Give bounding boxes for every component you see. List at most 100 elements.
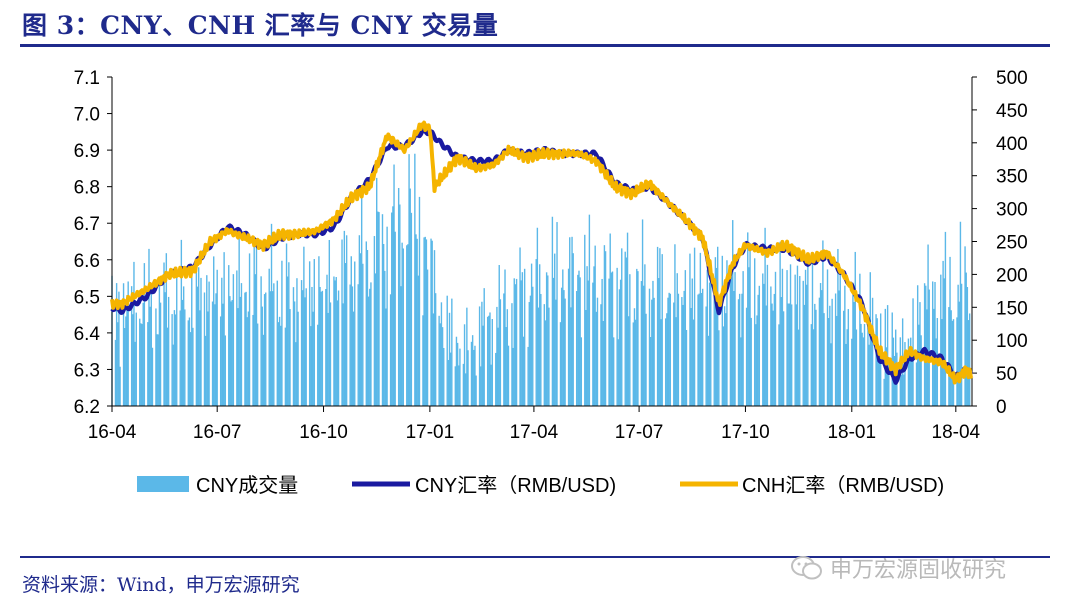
volume-bar xyxy=(474,345,476,406)
volume-bar xyxy=(726,260,728,406)
volume-bar xyxy=(656,246,659,406)
volume-bar xyxy=(407,244,409,406)
volume-bar xyxy=(231,300,233,406)
volume-bar xyxy=(483,288,485,406)
legend: CNY成交量 CNY汇率（RMB/USD) CNH汇率（RMB/USD) xyxy=(137,474,944,497)
volume-bar xyxy=(305,288,307,406)
volume-bar xyxy=(520,280,522,406)
volume-bar xyxy=(732,220,734,406)
volume-bar xyxy=(268,268,270,406)
legend-label-cnh-rate: CNH汇率（RMB/USD) xyxy=(742,474,944,497)
volume-bar xyxy=(523,268,526,406)
volume-bar xyxy=(284,327,287,406)
volume-bar xyxy=(341,239,343,406)
volume-bar xyxy=(147,322,149,406)
volume-bar xyxy=(693,247,696,406)
volume-bar xyxy=(426,269,429,406)
x-tick-label: 17-01 xyxy=(406,422,455,443)
volume-bar xyxy=(885,347,888,406)
volume-bar xyxy=(692,319,695,406)
volume-bar xyxy=(714,257,717,406)
volume-bar xyxy=(389,294,392,406)
volume-bar xyxy=(463,324,466,406)
volume-bar xyxy=(621,248,623,406)
volume-bar xyxy=(394,231,396,406)
volume-bar xyxy=(521,272,524,406)
volume-bar xyxy=(391,212,393,406)
volume-bar xyxy=(823,313,825,406)
volume-bar xyxy=(569,237,571,406)
volume-bar xyxy=(697,294,699,406)
volume-bar xyxy=(877,343,880,406)
volume-bar xyxy=(869,272,871,406)
volume-bar xyxy=(399,204,401,406)
volume-bar xyxy=(252,314,254,406)
volume-bar xyxy=(373,236,376,406)
volume-bar xyxy=(184,309,186,406)
volume-bar xyxy=(229,296,231,406)
volume-bar xyxy=(960,283,963,406)
volume-bar xyxy=(794,274,796,406)
volume-bar xyxy=(911,349,913,406)
volume-bar xyxy=(280,325,282,406)
volume-bar xyxy=(842,310,845,406)
volume-bar xyxy=(179,310,181,406)
volume-bar xyxy=(349,284,351,406)
volume-bar xyxy=(564,298,566,406)
volume-bar xyxy=(382,244,385,406)
volume-bar xyxy=(425,239,428,406)
volume-bar xyxy=(126,294,128,406)
volume-bar xyxy=(263,294,266,406)
volume-bar xyxy=(367,296,370,406)
volume-bar xyxy=(891,312,893,406)
volume-bar xyxy=(645,313,647,406)
volume-bar xyxy=(377,211,379,406)
figure-title: 图 3：CNY、CNH 汇率与 CNY 交易量 xyxy=(22,11,499,40)
volume-bar xyxy=(208,281,210,406)
volume-bar xyxy=(197,267,200,406)
volume-bar xyxy=(538,264,541,406)
volume-bar xyxy=(149,306,151,406)
volume-bar xyxy=(949,256,951,406)
volume-bar xyxy=(618,289,621,406)
volume-bar xyxy=(604,251,607,406)
volume-bar xyxy=(451,298,453,406)
x-tick-label: 17-04 xyxy=(510,422,559,443)
volume-bar xyxy=(434,293,437,406)
volume-bar xyxy=(320,291,322,406)
x-tick-label: 18-01 xyxy=(827,422,876,443)
volume-bar xyxy=(446,295,448,406)
volume-bar xyxy=(384,270,386,406)
volume-bar xyxy=(313,259,315,406)
volume-bar xyxy=(334,280,336,406)
volume-bar xyxy=(195,257,198,406)
volume-bar xyxy=(300,280,303,406)
volume-bar xyxy=(438,315,440,406)
volume-bar xyxy=(616,267,618,406)
volume-bar xyxy=(224,335,226,406)
volume-bar xyxy=(345,235,348,406)
volume-bar xyxy=(408,154,410,406)
volume-bar xyxy=(729,275,732,406)
volume-bar xyxy=(624,251,626,406)
volume-bar xyxy=(471,335,474,406)
x-tick-label: 16-10 xyxy=(299,422,348,443)
volume-bar xyxy=(706,269,708,406)
volume-bar xyxy=(867,318,869,406)
volume-bar xyxy=(270,223,273,406)
volume-bar xyxy=(675,317,677,406)
volume-bar xyxy=(871,297,874,406)
volume-bar xyxy=(174,314,177,406)
volume-bar xyxy=(297,311,299,406)
volume-bar xyxy=(414,153,416,406)
volume-bar xyxy=(942,260,944,406)
volume-bar xyxy=(834,293,837,406)
volume-bar xyxy=(467,350,469,406)
volume-bar xyxy=(329,302,332,406)
volume-bar xyxy=(748,267,750,406)
x-tick-label: 17-07 xyxy=(615,422,664,443)
volume-bar xyxy=(285,243,288,406)
volume-bar xyxy=(838,290,840,406)
volume-bar xyxy=(907,338,910,406)
volume-bar xyxy=(536,227,539,406)
